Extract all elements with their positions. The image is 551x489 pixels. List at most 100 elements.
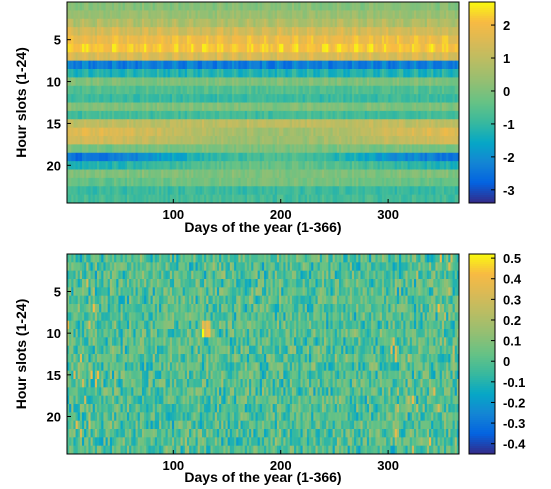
heatmap-cell [90, 262, 94, 272]
heatmap-cell [246, 152, 250, 162]
heatmap-cell [67, 85, 70, 95]
heatmap-cell [120, 10, 124, 20]
heatmap-cell [448, 43, 451, 53]
heatmap-cell [435, 194, 439, 204]
heatmap-cell [311, 10, 314, 20]
y-tick-label: 20 [47, 158, 61, 173]
heatmap-cell [219, 127, 222, 137]
heatmap-cell [84, 52, 87, 62]
heatmap-cell [446, 2, 449, 11]
heatmap-cell [126, 127, 130, 137]
heatmap-cell [452, 169, 456, 179]
heatmap-cell [86, 395, 89, 405]
heatmap-cell [221, 10, 224, 20]
heatmap-cell [111, 119, 115, 129]
heatmap-cell [431, 119, 434, 129]
heatmap-cell [201, 35, 205, 45]
colorbar-swatch [469, 186, 495, 190]
heatmap-cell [261, 60, 265, 70]
heatmap-cell [336, 10, 340, 20]
heatmap-cell [148, 43, 152, 53]
heatmap-cell [360, 127, 364, 137]
heatmap-cell [94, 2, 98, 11]
heatmap-cell [456, 136, 460, 145]
heatmap-cell [431, 194, 434, 204]
heatmap-cell [171, 10, 175, 20]
heatmap-cell [184, 152, 188, 162]
heatmap-cell [276, 102, 280, 112]
heatmap-cell [437, 2, 441, 11]
heatmap-cell [101, 262, 104, 272]
heatmap-cell [401, 152, 404, 162]
heatmap-cell [219, 177, 222, 187]
heatmap-cell [199, 161, 203, 171]
heatmap-cell [67, 144, 70, 154]
heatmap-cell [377, 136, 381, 145]
heatmap-cell [356, 69, 359, 78]
heatmap-cell [133, 119, 137, 129]
heatmap-cell [88, 445, 92, 455]
heatmap-cell [174, 18, 177, 28]
heatmap-cell [298, 2, 301, 11]
heatmap-cell [274, 127, 278, 137]
heatmap-cell [236, 18, 239, 28]
heatmap-cell [92, 354, 96, 363]
heatmap-cell [216, 144, 220, 154]
heatmap-cell [356, 144, 359, 154]
heatmap-cell [279, 69, 282, 78]
heatmap-cell [283, 144, 286, 154]
heatmap-cell [101, 362, 104, 372]
heatmap-cell [216, 186, 220, 196]
heatmap-cell [148, 194, 152, 204]
heatmap-cell [191, 136, 194, 145]
heatmap-cell [272, 119, 276, 129]
heatmap-cell [231, 2, 235, 11]
heatmap-cell [84, 420, 87, 430]
heatmap-cell [184, 127, 188, 137]
heatmap-cell [418, 127, 421, 137]
heatmap-cell [386, 35, 389, 45]
heatmap-cell [416, 102, 419, 112]
heatmap-cell [216, 177, 220, 187]
heatmap-cell [454, 85, 458, 95]
heatmap-cell [255, 119, 259, 129]
heatmap-cell [379, 60, 383, 70]
heatmap-cell [285, 10, 289, 20]
heatmap-cell [223, 136, 227, 145]
heatmap-cell [319, 119, 323, 129]
heatmap-cell [242, 119, 246, 129]
heatmap-cell [221, 161, 224, 171]
heatmap-cell [178, 161, 182, 171]
heatmap-cell [454, 35, 458, 45]
heatmap-cell [75, 136, 79, 145]
heatmap-cell [392, 18, 396, 28]
heatmap-cell [351, 43, 355, 53]
heatmap-cell [291, 69, 295, 78]
heatmap-cell [171, 18, 175, 28]
heatmap-cell [431, 52, 434, 62]
heatmap-cell [302, 77, 306, 87]
heatmap-cell [131, 18, 134, 28]
heatmap-cell [75, 362, 79, 372]
heatmap-cell [141, 161, 145, 171]
heatmap-cell [114, 77, 117, 87]
heatmap-cell [71, 35, 74, 45]
heatmap-cell [99, 161, 102, 171]
heatmap-cell [111, 52, 115, 62]
heatmap-cell [71, 387, 74, 397]
heatmap-cell [317, 52, 321, 62]
heatmap-cell [279, 177, 282, 187]
heatmap-cell [304, 161, 308, 171]
heatmap-cell [379, 69, 383, 78]
heatmap-cell [193, 60, 197, 70]
heatmap-cell [165, 18, 169, 28]
heatmap-cell [165, 194, 169, 204]
heatmap-cell [403, 127, 406, 137]
heatmap-cell [302, 127, 306, 137]
heatmap-cell [351, 194, 355, 204]
heatmap-cell [388, 27, 391, 37]
heatmap-cell [169, 35, 173, 45]
heatmap-cell [283, 18, 286, 28]
heatmap-cell [240, 119, 244, 129]
heatmap-cell [144, 161, 147, 171]
